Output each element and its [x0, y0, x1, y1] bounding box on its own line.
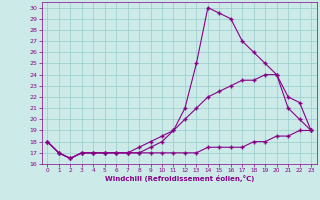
X-axis label: Windchill (Refroidissement éolien,°C): Windchill (Refroidissement éolien,°C) [105, 175, 254, 182]
